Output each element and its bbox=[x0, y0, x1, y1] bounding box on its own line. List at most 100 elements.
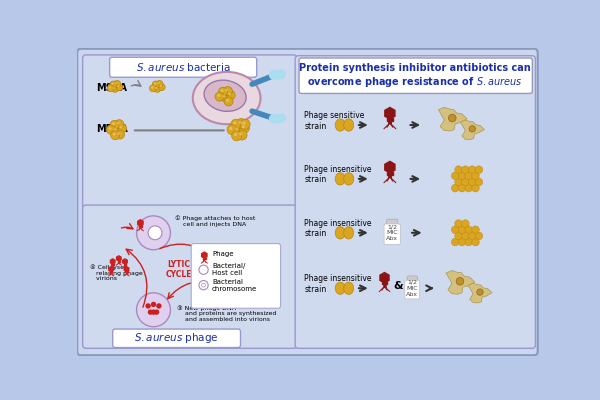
FancyBboxPatch shape bbox=[299, 58, 532, 94]
Circle shape bbox=[242, 125, 245, 128]
Text: ① Phage attaches to host
    cell and injects DNA: ① Phage attaches to host cell and inject… bbox=[175, 216, 256, 227]
Circle shape bbox=[154, 85, 161, 92]
Circle shape bbox=[202, 283, 205, 287]
Circle shape bbox=[469, 178, 476, 186]
Ellipse shape bbox=[193, 72, 260, 124]
Circle shape bbox=[199, 265, 208, 274]
Text: ③ New phage DNA
    and proteins are synthesized
    and assembled into virions: ③ New phage DNA and proteins are synthes… bbox=[176, 305, 276, 322]
Text: Phage insensitive
strain: Phage insensitive strain bbox=[304, 274, 372, 294]
Circle shape bbox=[160, 85, 162, 88]
Text: ④ Cell lyses,
   relasing phage
   virions: ④ Cell lyses, relasing phage virions bbox=[91, 264, 143, 282]
Circle shape bbox=[109, 86, 111, 88]
Circle shape bbox=[233, 125, 243, 135]
Circle shape bbox=[226, 99, 229, 102]
Circle shape bbox=[115, 120, 124, 129]
Ellipse shape bbox=[335, 119, 345, 131]
Ellipse shape bbox=[344, 119, 354, 131]
Circle shape bbox=[156, 303, 161, 309]
Circle shape bbox=[469, 126, 475, 132]
Circle shape bbox=[475, 178, 483, 186]
FancyBboxPatch shape bbox=[110, 57, 257, 77]
Circle shape bbox=[236, 128, 239, 131]
Polygon shape bbox=[109, 267, 113, 272]
FancyBboxPatch shape bbox=[405, 280, 419, 299]
Circle shape bbox=[236, 118, 246, 128]
Circle shape bbox=[116, 84, 123, 91]
Circle shape bbox=[477, 289, 483, 295]
Circle shape bbox=[472, 238, 479, 246]
Circle shape bbox=[151, 310, 156, 315]
Circle shape bbox=[137, 293, 170, 327]
Bar bbox=[203, 258, 206, 259]
Circle shape bbox=[472, 226, 479, 234]
Circle shape bbox=[242, 122, 245, 125]
Polygon shape bbox=[138, 220, 143, 226]
Circle shape bbox=[451, 226, 459, 234]
Polygon shape bbox=[202, 252, 207, 258]
Text: Bacterial/
Host cell: Bacterial/ Host cell bbox=[212, 263, 245, 276]
Text: Phage: Phage bbox=[212, 251, 233, 257]
Circle shape bbox=[158, 84, 165, 91]
Circle shape bbox=[145, 303, 151, 309]
Circle shape bbox=[227, 125, 237, 135]
Circle shape bbox=[458, 226, 466, 234]
Text: LYTIC
CYCLE: LYTIC CYCLE bbox=[166, 260, 192, 280]
Circle shape bbox=[228, 93, 231, 96]
Polygon shape bbox=[116, 256, 121, 261]
Circle shape bbox=[455, 232, 463, 240]
Circle shape bbox=[114, 128, 117, 131]
Bar bbox=[139, 226, 142, 227]
Ellipse shape bbox=[204, 80, 246, 111]
Circle shape bbox=[465, 184, 473, 192]
Ellipse shape bbox=[335, 282, 345, 294]
FancyBboxPatch shape bbox=[77, 49, 538, 355]
Bar bbox=[118, 261, 120, 262]
Circle shape bbox=[148, 226, 162, 240]
Circle shape bbox=[456, 278, 464, 285]
Circle shape bbox=[110, 120, 119, 129]
Text: Phage insensitive
strain: Phage insensitive strain bbox=[304, 219, 372, 238]
Circle shape bbox=[155, 87, 158, 89]
Circle shape bbox=[137, 216, 170, 250]
Ellipse shape bbox=[335, 173, 345, 185]
Circle shape bbox=[199, 280, 208, 290]
Text: MSSA: MSSA bbox=[97, 83, 128, 93]
Circle shape bbox=[112, 83, 113, 85]
Circle shape bbox=[208, 250, 242, 284]
Circle shape bbox=[239, 132, 242, 135]
Circle shape bbox=[151, 86, 154, 88]
Polygon shape bbox=[385, 108, 395, 119]
FancyBboxPatch shape bbox=[83, 55, 297, 209]
FancyBboxPatch shape bbox=[113, 329, 241, 348]
Circle shape bbox=[149, 85, 157, 92]
Circle shape bbox=[455, 178, 463, 186]
Circle shape bbox=[229, 127, 232, 130]
Circle shape bbox=[118, 124, 127, 133]
Circle shape bbox=[110, 81, 117, 88]
Circle shape bbox=[472, 172, 479, 180]
FancyBboxPatch shape bbox=[407, 276, 418, 284]
Circle shape bbox=[237, 130, 247, 140]
Text: Phage insensitive
strain: Phage insensitive strain bbox=[304, 165, 372, 184]
Circle shape bbox=[107, 85, 114, 92]
Text: ②: ② bbox=[221, 286, 229, 295]
Text: $\it{S. aureus}$ phage: $\it{S. aureus}$ phage bbox=[134, 331, 219, 345]
Circle shape bbox=[451, 238, 459, 246]
Circle shape bbox=[455, 166, 463, 174]
Ellipse shape bbox=[344, 227, 354, 239]
Circle shape bbox=[112, 126, 121, 135]
Circle shape bbox=[461, 166, 469, 174]
Bar bbox=[387, 118, 393, 121]
Circle shape bbox=[148, 310, 153, 315]
Polygon shape bbox=[110, 259, 115, 264]
Circle shape bbox=[224, 97, 233, 106]
Polygon shape bbox=[380, 272, 389, 283]
Circle shape bbox=[234, 133, 237, 136]
Circle shape bbox=[154, 310, 159, 315]
Bar bbox=[112, 264, 114, 265]
Circle shape bbox=[217, 261, 226, 270]
Circle shape bbox=[240, 119, 250, 129]
Circle shape bbox=[152, 81, 159, 88]
Circle shape bbox=[118, 85, 119, 88]
Circle shape bbox=[451, 184, 459, 192]
